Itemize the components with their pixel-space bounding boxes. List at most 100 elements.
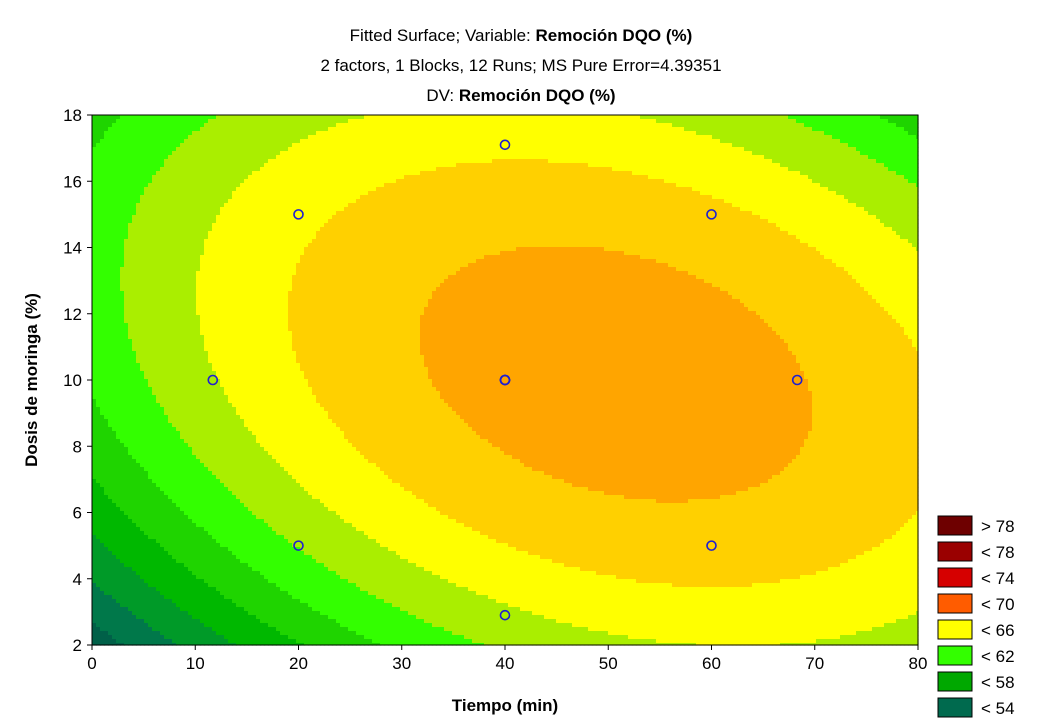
contour-cell bbox=[220, 387, 225, 392]
contour-cell bbox=[140, 275, 145, 280]
contour-cell bbox=[156, 467, 161, 472]
contour-cell bbox=[224, 387, 229, 392]
contour-cell bbox=[140, 391, 145, 396]
contour-cell bbox=[224, 451, 229, 456]
contour-cell bbox=[112, 523, 117, 528]
contour-cell bbox=[196, 143, 201, 148]
contour-cell bbox=[192, 487, 197, 492]
contour-cell bbox=[152, 503, 157, 508]
contour-cell bbox=[96, 115, 101, 120]
contour-cell bbox=[188, 303, 193, 308]
contour-cell bbox=[152, 607, 157, 612]
contour-cell bbox=[236, 459, 241, 464]
contour-cell bbox=[188, 363, 193, 368]
contour-cell bbox=[232, 239, 237, 244]
contour-cell bbox=[96, 491, 101, 496]
contour-cell bbox=[96, 355, 101, 360]
contour-cell bbox=[228, 451, 233, 456]
contour-cell bbox=[192, 347, 197, 352]
contour-cell bbox=[108, 547, 113, 552]
contour-cell bbox=[228, 567, 233, 572]
contour-cell bbox=[104, 491, 109, 496]
contour-cell bbox=[224, 619, 229, 624]
contour-cell bbox=[144, 567, 149, 572]
contour-cell bbox=[112, 263, 117, 268]
contour-cell bbox=[92, 299, 97, 304]
contour-cell bbox=[100, 199, 105, 204]
contour-cell bbox=[200, 379, 205, 384]
contour-cell bbox=[112, 143, 117, 148]
contour-cell bbox=[92, 127, 97, 132]
contour-cell bbox=[108, 507, 113, 512]
contour-cell bbox=[116, 407, 121, 412]
contour-cell bbox=[132, 575, 137, 580]
contour-cell bbox=[108, 463, 113, 468]
contour-cell bbox=[228, 163, 233, 168]
contour-cell bbox=[172, 243, 177, 248]
contour-cell bbox=[228, 575, 233, 580]
contour-cell bbox=[220, 579, 225, 584]
contour-cell bbox=[176, 611, 181, 616]
contour-cell bbox=[232, 519, 237, 524]
contour-cell bbox=[128, 571, 133, 576]
contour-cell bbox=[180, 247, 185, 252]
contour-cell bbox=[176, 223, 181, 228]
contour-cell bbox=[188, 563, 193, 568]
contour-cell bbox=[208, 183, 213, 188]
contour-cell bbox=[96, 151, 101, 156]
contour-cell bbox=[108, 403, 113, 408]
contour-cell bbox=[160, 323, 165, 328]
contour-cell bbox=[220, 551, 225, 556]
contour-cell bbox=[240, 167, 245, 172]
contour-cell bbox=[196, 123, 201, 128]
contour-cell bbox=[232, 515, 237, 520]
contour-cell bbox=[120, 271, 125, 276]
contour-cell bbox=[172, 547, 177, 552]
contour-cell bbox=[156, 579, 161, 584]
contour-cell bbox=[144, 435, 149, 440]
contour-cell bbox=[172, 507, 177, 512]
contour-cell bbox=[152, 287, 157, 292]
contour-cell bbox=[144, 227, 149, 232]
contour-cell bbox=[164, 407, 169, 412]
contour-cell bbox=[168, 539, 173, 544]
contour-cell bbox=[128, 375, 133, 380]
contour-cell bbox=[96, 383, 101, 388]
contour-cell bbox=[168, 459, 173, 464]
contour-cell bbox=[212, 127, 217, 132]
contour-cell bbox=[92, 535, 97, 540]
contour-cell bbox=[184, 579, 189, 584]
contour-cell bbox=[192, 283, 197, 288]
contour-cell bbox=[132, 539, 137, 544]
contour-cell bbox=[92, 527, 97, 532]
contour-cell bbox=[236, 523, 241, 528]
contour-cell bbox=[216, 263, 221, 268]
contour-cell bbox=[144, 163, 149, 168]
contour-cell bbox=[224, 571, 229, 576]
contour-cell bbox=[168, 395, 173, 400]
contour-cell bbox=[164, 215, 169, 220]
contour-cell bbox=[176, 483, 181, 488]
contour-cell bbox=[108, 339, 113, 344]
contour-cell bbox=[216, 163, 221, 168]
contour-cell bbox=[216, 279, 221, 284]
contour-cell bbox=[160, 463, 165, 468]
contour-cell bbox=[96, 563, 101, 568]
contour-cell bbox=[236, 527, 241, 532]
contour-cell bbox=[148, 239, 153, 244]
contour-cell bbox=[116, 271, 121, 276]
contour-cell bbox=[184, 619, 189, 624]
contour-cell bbox=[156, 115, 161, 120]
contour-cell bbox=[172, 195, 177, 200]
contour-cell bbox=[124, 587, 129, 592]
contour-cell bbox=[184, 307, 189, 312]
contour-cell bbox=[132, 239, 137, 244]
contour-cell bbox=[96, 283, 101, 288]
contour-cell bbox=[172, 587, 177, 592]
contour-cell bbox=[160, 231, 165, 236]
contour-cell bbox=[200, 383, 205, 388]
contour-cell bbox=[188, 559, 193, 564]
contour-cell bbox=[120, 283, 125, 288]
contour-cell bbox=[220, 351, 225, 356]
contour-cell bbox=[216, 539, 221, 544]
